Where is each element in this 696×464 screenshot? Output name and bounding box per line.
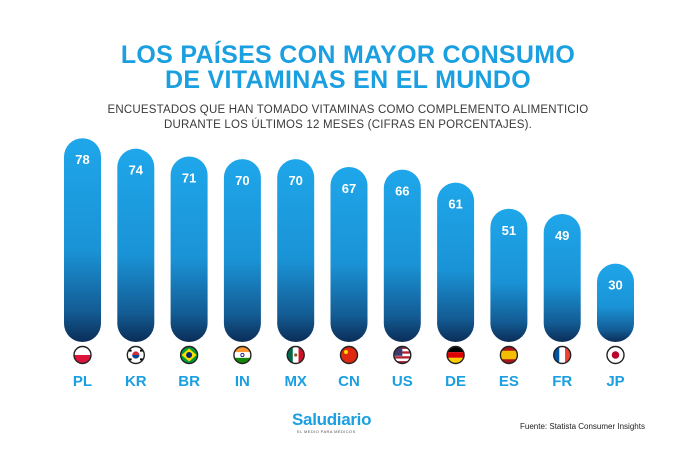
value-label-mx: 70 xyxy=(288,173,302,188)
value-label-us: 66 xyxy=(395,184,409,199)
chart-title-line-2: DE VITAMINAS EN EL MUNDO xyxy=(164,66,531,94)
value-label-br: 71 xyxy=(182,171,196,186)
value-label-in: 70 xyxy=(235,173,249,188)
bar-in xyxy=(223,159,261,342)
poland-flag-icon xyxy=(73,345,92,365)
bar-de xyxy=(437,182,475,342)
india-flag-icon xyxy=(233,345,252,365)
source-note: Fuente: Statista Consumer Insights xyxy=(520,422,645,431)
value-label-kr: 74 xyxy=(129,163,144,178)
bar-es xyxy=(490,208,528,342)
bar-us xyxy=(383,169,421,342)
bar-kr xyxy=(117,148,155,342)
usa-flag-icon xyxy=(393,345,412,365)
bar-mx xyxy=(277,159,315,342)
chart-subtitle-line-2: DURANTE LOS ÚLTIMOS 12 MESES (CIFRAS EN … xyxy=(163,119,532,131)
category-label-es: ES xyxy=(499,373,519,390)
japan-flag-icon xyxy=(606,345,625,365)
value-label-cn: 67 xyxy=(342,181,356,196)
category-label-us: US xyxy=(392,373,413,390)
category-label-mx: MX xyxy=(284,373,307,390)
logo-tagline: EL MEDIO PARA MÉDICOS xyxy=(297,429,356,434)
category-label-kr: KR xyxy=(125,373,147,390)
value-label-de: 61 xyxy=(448,197,462,212)
bar-jp xyxy=(597,263,634,342)
category-label-br: BR xyxy=(178,373,200,390)
chart-subtitle-line-1: ENCUESTADOS QUE HAN TOMADO VITAMINAS COM… xyxy=(107,104,589,116)
bar-cn xyxy=(330,166,368,342)
bar-fr xyxy=(543,213,581,342)
category-label-cn: CN xyxy=(338,373,360,390)
category-label-pl: PL xyxy=(73,373,92,390)
value-label-jp: 30 xyxy=(608,278,622,293)
saludiario-logo: Saludiario xyxy=(292,410,372,429)
value-label-pl: 78 xyxy=(75,152,89,167)
category-label-in: IN xyxy=(235,373,250,390)
south-korea-flag-icon xyxy=(126,345,146,365)
brazil-flag-icon xyxy=(179,345,199,365)
germany-flag-icon xyxy=(446,345,465,365)
france-flag-icon xyxy=(553,345,572,365)
chart-title-line-1: LOS PAÍSES CON MAYOR CONSUMO xyxy=(120,41,576,69)
category-label-jp: JP xyxy=(606,373,624,390)
value-label-es: 51 xyxy=(502,223,516,238)
value-label-fr: 49 xyxy=(555,228,569,243)
bar-pl xyxy=(64,138,101,342)
category-label-de: DE xyxy=(445,373,466,390)
mexico-flag-icon xyxy=(286,345,305,365)
spain-flag-icon xyxy=(499,345,519,365)
category-label-fr: FR xyxy=(552,373,572,390)
china-flag-icon xyxy=(339,345,359,365)
bar-br xyxy=(170,156,208,342)
